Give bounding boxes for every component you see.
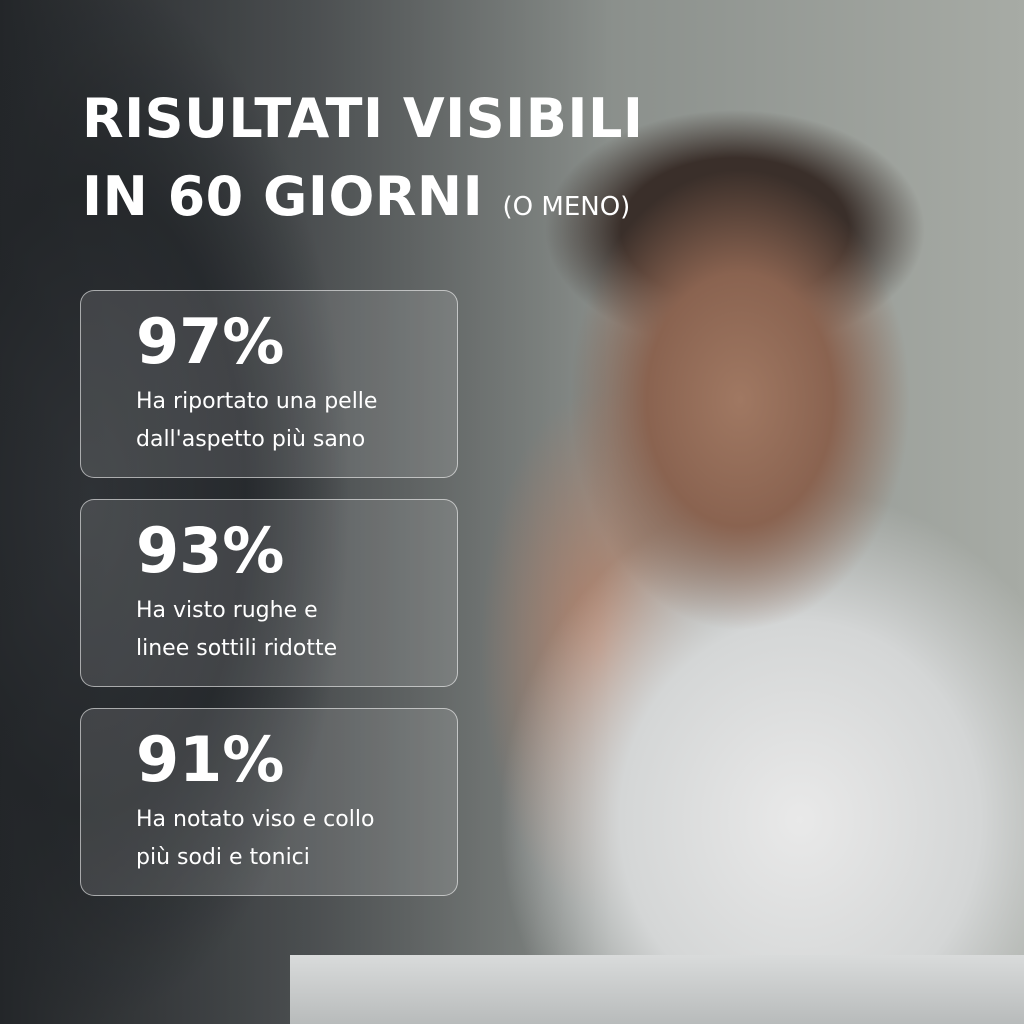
headline-line1: RISULTATI VISIBILI xyxy=(82,87,644,150)
stat-percent: 93% xyxy=(136,514,285,587)
headline: RISULTATI VISIBILI IN 60 GIORNI (O MENO) xyxy=(82,80,643,246)
headline-line2: IN 60 GIORNI (O MENO) xyxy=(82,165,631,228)
stat-description: Ha notato viso e collo più sodi e tonici xyxy=(136,807,375,870)
headline-suffix: (O MENO) xyxy=(502,192,631,222)
stat-percent: 97% xyxy=(136,305,285,378)
stat-card: 97% Ha riportato una pelle dall'aspetto p… xyxy=(80,290,458,478)
stat-description: Ha riportato una pelle dall'aspetto più s… xyxy=(136,389,378,452)
stat-percent: 91% xyxy=(136,723,285,796)
sink-edge xyxy=(290,955,1024,1024)
stat-card: 91% Ha notato viso e collo più sodi e ton… xyxy=(80,708,458,896)
stat-card: 93% Ha visto rughe e linee sottili ridott… xyxy=(80,499,458,687)
stat-description: Ha visto rughe e linee sottili ridotte xyxy=(136,598,338,661)
